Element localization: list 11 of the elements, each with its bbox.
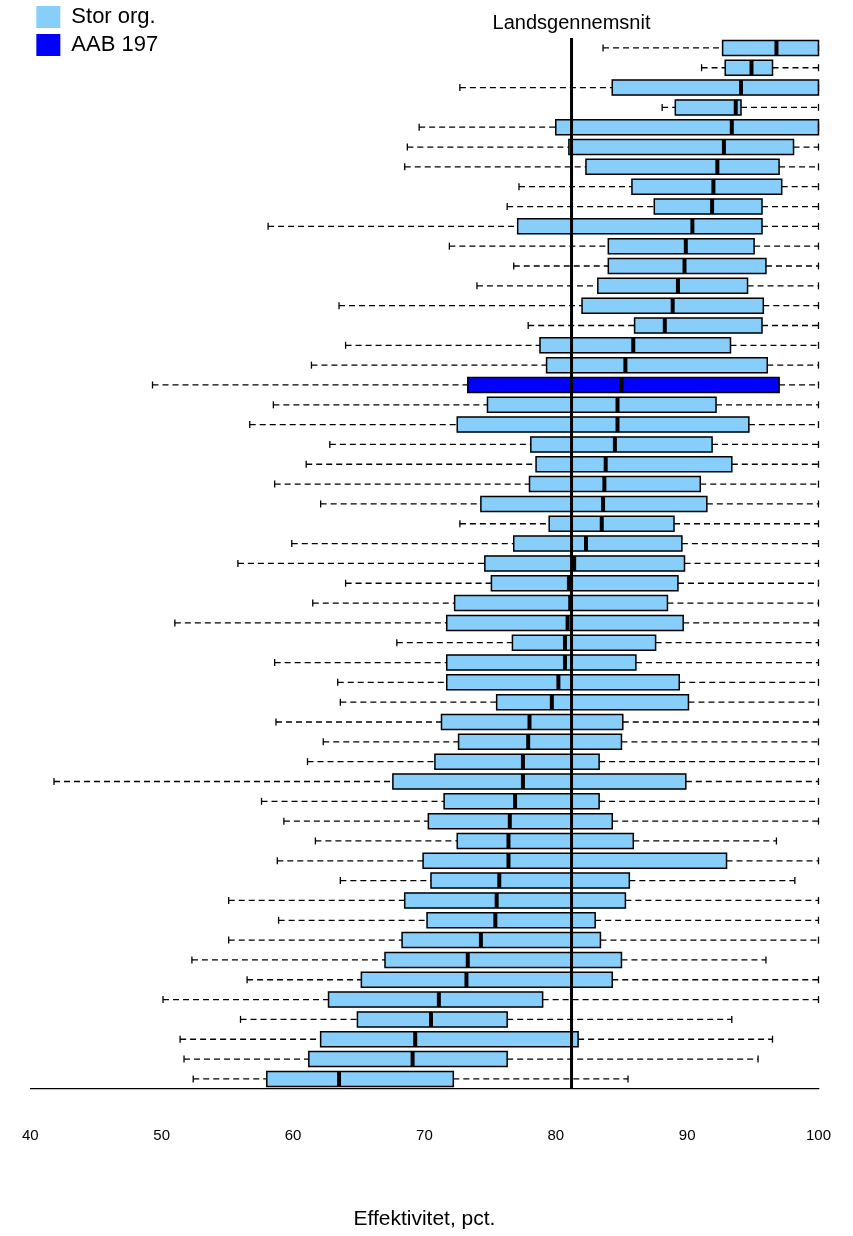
x-tick-label: 90	[678, 1125, 696, 1143]
legend-label: Stor org.	[71, 3, 156, 29]
x-tick-label: 40	[22, 1125, 39, 1143]
legend-label: AAB 197	[71, 31, 159, 57]
x-tick-label: 70	[416, 1125, 433, 1143]
x-tick-label: 100	[805, 1125, 831, 1143]
x-tick-label: 50	[153, 1125, 171, 1143]
x-tick-label: 80	[547, 1125, 565, 1143]
ref-line-label: Landsgennemsnit	[492, 10, 651, 33]
x-axis-title: Effektivitet, pct.	[353, 1206, 496, 1230]
x-tick-label: 60	[284, 1125, 302, 1143]
